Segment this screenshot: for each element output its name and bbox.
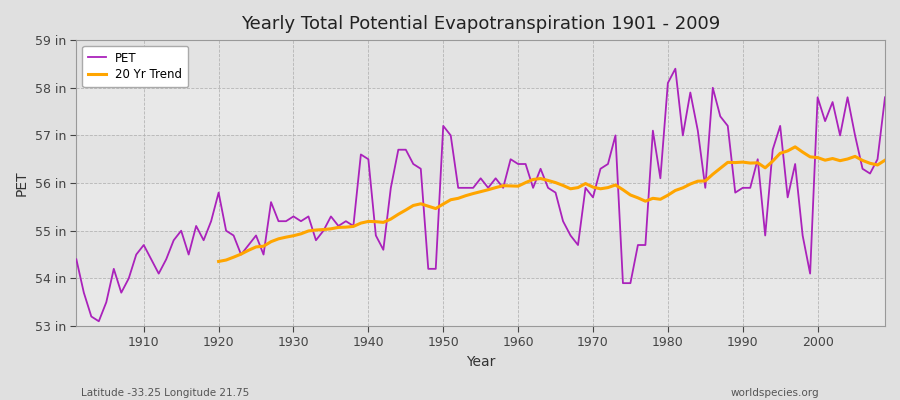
Bar xyxy=(76,278,885,326)
20 Yr Trend xyxy=(303,228,314,233)
20 Yr Trend xyxy=(213,259,224,264)
20 Yr Trend xyxy=(857,158,868,163)
Bar xyxy=(76,40,885,88)
X-axis label: Year: Year xyxy=(466,355,495,369)
Text: Latitude -33.25 Longitude 21.75: Latitude -33.25 Longitude 21.75 xyxy=(81,388,249,398)
Y-axis label: PET: PET xyxy=(15,170,29,196)
PET xyxy=(520,162,531,166)
20 Yr Trend xyxy=(782,148,793,153)
Bar xyxy=(76,136,885,183)
Text: worldspecies.org: worldspecies.org xyxy=(731,388,819,398)
20 Yr Trend xyxy=(768,159,778,164)
Bar xyxy=(76,183,885,231)
Title: Yearly Total Potential Evapotranspiration 1901 - 2009: Yearly Total Potential Evapotranspiratio… xyxy=(241,15,720,33)
Legend: PET, 20 Yr Trend: PET, 20 Yr Trend xyxy=(82,46,188,87)
20 Yr Trend xyxy=(678,186,688,190)
20 Yr Trend xyxy=(416,201,427,206)
PET xyxy=(94,319,104,324)
PET xyxy=(303,214,314,219)
Bar xyxy=(76,231,885,278)
Line: PET: PET xyxy=(76,69,885,321)
PET xyxy=(139,243,149,248)
PET xyxy=(670,66,680,71)
PET xyxy=(348,224,359,228)
PET xyxy=(513,162,524,166)
PET xyxy=(71,257,82,262)
PET xyxy=(610,133,621,138)
20 Yr Trend xyxy=(789,144,800,149)
PET xyxy=(879,95,890,100)
Line: 20 Yr Trend: 20 Yr Trend xyxy=(219,147,885,262)
Bar xyxy=(76,88,885,136)
20 Yr Trend xyxy=(879,158,890,162)
